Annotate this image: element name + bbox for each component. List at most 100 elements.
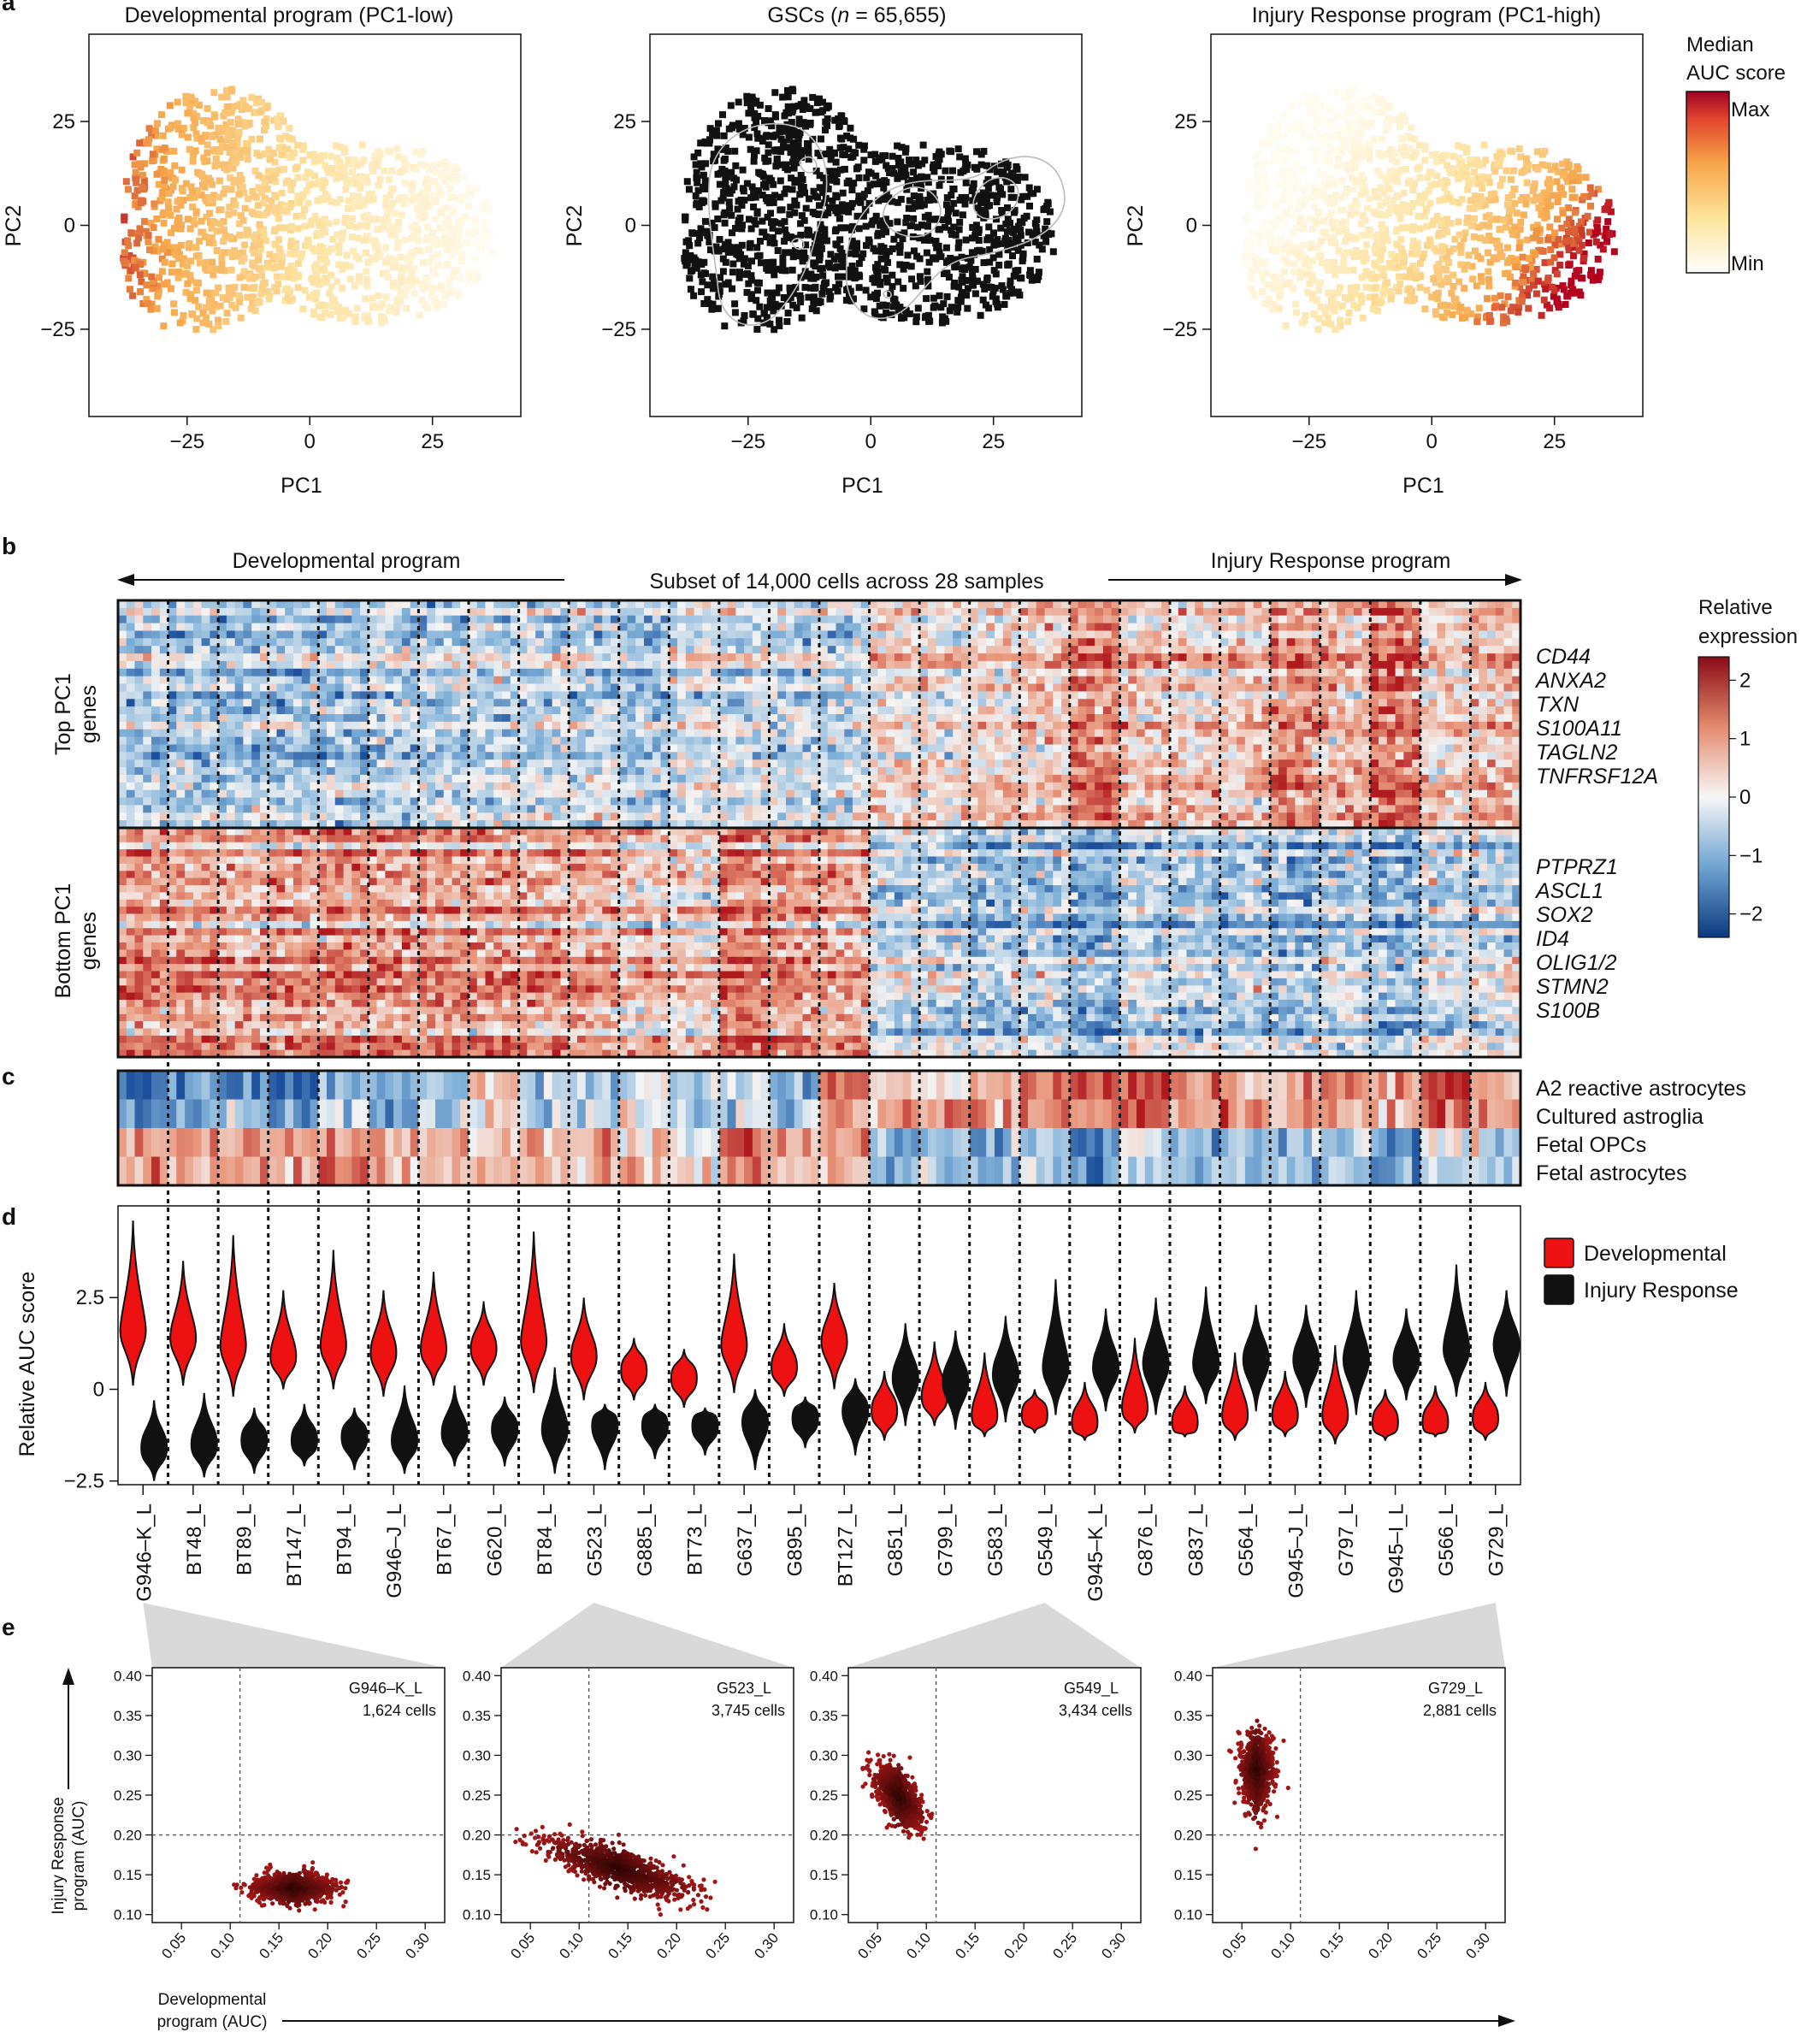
heatmap-cell — [234, 928, 245, 936]
pca-cell-point — [1332, 89, 1340, 97]
heatmap-cell — [218, 1028, 227, 1037]
pca-cell-point — [301, 287, 309, 294]
heatmap-cell — [226, 856, 236, 865]
pca-cell-point — [432, 198, 440, 205]
pca-cell-point — [1448, 289, 1456, 297]
pca-cell-point — [456, 226, 464, 233]
pca-cell-point — [224, 109, 232, 117]
heatmap-cell — [143, 992, 152, 1001]
heatmap-cell — [218, 1013, 227, 1022]
pca-cell-point — [1338, 220, 1346, 227]
pca-cell-point — [287, 199, 295, 207]
heatmap-cell — [151, 623, 161, 632]
heatmap-cell — [151, 607, 161, 617]
pca-cell-point — [855, 225, 863, 233]
pca-cell-point — [145, 139, 152, 147]
pca-cell-point — [174, 98, 181, 106]
pca-cell-point — [992, 270, 1000, 278]
heatmap-cell — [118, 1043, 127, 1051]
pca-cell-point — [381, 223, 387, 231]
pca-cell-point — [948, 192, 955, 199]
pca-cell-point — [443, 162, 451, 168]
pca-cell-point — [236, 220, 244, 227]
heatmap-cell — [151, 992, 161, 1001]
heatmap-cell — [151, 1035, 161, 1043]
heatmap-cell — [218, 835, 227, 843]
pca-cell-point — [993, 192, 1001, 199]
heatmap-cell — [243, 646, 252, 654]
heatmap-cell — [201, 797, 210, 806]
pca-cell-point — [186, 272, 194, 280]
pca-cell-point — [144, 300, 151, 307]
pca-cell-point — [185, 216, 192, 223]
heatmap-cell — [143, 729, 152, 738]
pca-cell-point — [229, 154, 237, 162]
pca-cell-point — [692, 192, 700, 200]
heatmap-cell — [143, 835, 152, 843]
auc-colorbar-title-1: Median — [1686, 33, 1754, 56]
pca-cell-point — [1346, 109, 1354, 117]
heatmap-cell — [151, 1013, 161, 1022]
heatmap-cell — [168, 638, 177, 647]
pca-cell-point — [974, 204, 982, 212]
heatmap-cell — [118, 992, 127, 1001]
pca-cell-point — [167, 168, 174, 176]
pca-cell-point — [204, 157, 211, 165]
pca-cell-point — [1416, 225, 1424, 233]
pca-cell-point — [1414, 165, 1421, 173]
pca-cell-point — [206, 210, 213, 217]
pca-cell-point — [270, 204, 278, 211]
pca-cell-point — [416, 161, 424, 168]
heatmap-cell — [218, 985, 227, 994]
pca-cell-point — [204, 267, 211, 275]
heatmap-cell — [134, 789, 144, 799]
pca-cell-point — [278, 151, 286, 158]
heatmap-cell — [168, 1000, 177, 1007]
pca-cell-point — [328, 271, 335, 279]
heatmap-cell — [234, 1013, 245, 1022]
heatmap-cell — [126, 691, 136, 700]
pca-cell-point — [384, 274, 392, 281]
pca-cell-point — [247, 305, 255, 313]
pca-cell-point — [1400, 151, 1408, 158]
panel-b: Developmental program Subset of 14,000 c… — [51, 549, 1798, 1059]
pca-cell-point — [240, 255, 248, 263]
heatmap-cell — [192, 1035, 203, 1043]
pca-cell-point — [1473, 157, 1481, 164]
pca-cell-point — [853, 273, 859, 281]
pca-cell-point — [1258, 225, 1266, 233]
pca-cell-point — [1420, 212, 1428, 220]
pca-cell-point — [1315, 287, 1322, 294]
pca-cell-point — [979, 296, 987, 304]
heatmap-cell — [143, 736, 152, 746]
pca-cell-point — [1385, 103, 1393, 110]
heatmap-cell — [176, 907, 186, 915]
pca-cell-point — [1377, 257, 1384, 263]
pca-cell-point — [204, 119, 211, 127]
pca-cell-point — [1042, 204, 1049, 212]
pca-cell-point — [719, 111, 726, 119]
pca-cell-point — [841, 165, 848, 173]
pca-cell-point — [860, 145, 868, 153]
pca-cell-point — [1464, 215, 1472, 222]
pca-cell-point — [748, 291, 755, 298]
pca-cell-point — [759, 170, 766, 178]
pca-cell-point — [1045, 231, 1053, 239]
pca-cell-point — [1549, 283, 1556, 291]
pca-cell-point — [437, 282, 445, 290]
heatmap-cell — [226, 1035, 236, 1043]
heatmap-cell — [185, 899, 194, 907]
pca-cell-point — [769, 132, 776, 139]
heatmap-cell — [126, 935, 136, 943]
pca-cell-point — [428, 292, 435, 300]
pca-cell-point — [230, 234, 238, 242]
pca-cell-point — [1294, 251, 1302, 258]
pca-cell-point — [694, 149, 702, 157]
pca-cell-point — [265, 295, 273, 303]
row-label-top-pc1-2: genes — [77, 685, 101, 743]
pca-cell-point — [319, 265, 327, 273]
heatmap-cell — [118, 630, 127, 639]
pca-cell-point — [349, 192, 357, 200]
pca-cell-point — [328, 303, 336, 310]
pca-cell-point — [152, 132, 160, 139]
